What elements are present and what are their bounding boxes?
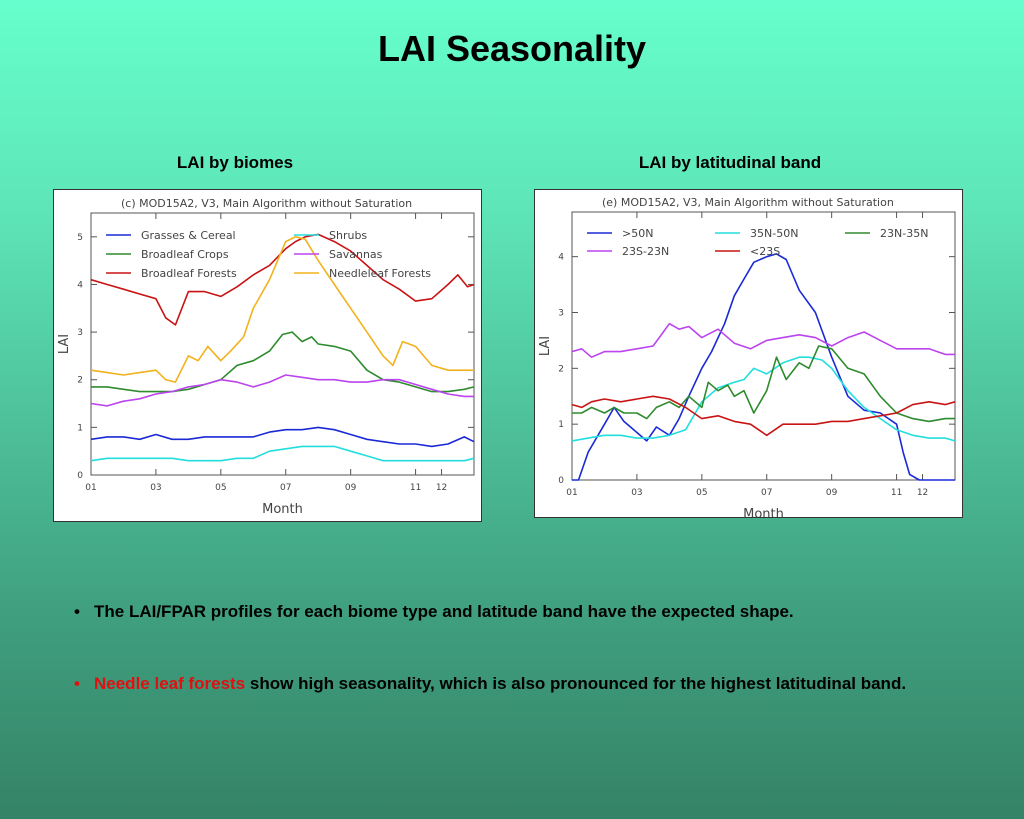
legend-label: Savannas (329, 248, 383, 261)
series-line (571, 395, 956, 437)
y-axis-label: LAI (538, 336, 553, 356)
x-tick-label: 09 (345, 483, 357, 493)
legend-label: 23N-35N (880, 227, 928, 240)
chart-latitude-svg: (e) MOD15A2, V3, Main Algorithm without … (538, 196, 956, 517)
y-tick-label: 0 (77, 471, 83, 481)
chart-biomes: (c) MOD15A2, V3, Main Algorithm without … (53, 189, 482, 522)
y-tick-label: 3 (558, 309, 564, 319)
bullet-list: • The LAI/FPAR profiles for each biome t… (74, 600, 954, 695)
chart-title: (c) MOD15A2, V3, Main Algorithm without … (121, 197, 412, 210)
series-line (571, 322, 955, 358)
bullet-item: • Needle leaf forests show high seasonal… (74, 672, 954, 695)
series-line (90, 233, 475, 326)
x-tick-label: 01 (85, 483, 96, 493)
x-tick-label: 11 (410, 483, 421, 493)
y-tick-label: 3 (77, 328, 83, 338)
x-tick-label: 05 (215, 483, 226, 493)
y-tick-label: 0 (558, 476, 564, 486)
x-tick-label: 07 (280, 483, 291, 493)
legend-label: Shrubs (329, 229, 367, 242)
y-tick-label: 4 (558, 253, 564, 263)
x-tick-label: 12 (917, 488, 928, 498)
plot-frame (571, 211, 956, 481)
bullet-marker: • (74, 602, 80, 621)
series-line (571, 356, 956, 442)
y-tick-label: 2 (558, 364, 564, 374)
series-line (90, 235, 474, 383)
legend-label: 23S-23N (622, 245, 669, 258)
bullet-marker: • (74, 674, 80, 693)
bullet-item: • The LAI/FPAR profiles for each biome t… (74, 600, 954, 623)
bullet-text: show high seasonality, which is also pro… (245, 674, 907, 693)
chart-biomes-svg: (c) MOD15A2, V3, Main Algorithm without … (57, 197, 475, 517)
legend-label: Broadleaf Crops (141, 248, 229, 261)
chart-title: (e) MOD15A2, V3, Main Algorithm without … (602, 196, 894, 209)
bullet-highlight: Needle leaf forests (94, 674, 246, 693)
plot-frame (90, 212, 475, 476)
x-tick-label: 07 (761, 488, 772, 498)
panel-title-latitude: LAI by latitudinal band (638, 153, 822, 172)
y-tick-label: 2 (77, 376, 83, 386)
legend-label: >50N (622, 227, 653, 240)
series-line (91, 331, 475, 393)
y-tick-label: 1 (77, 423, 83, 433)
x-axis-label: Month (262, 502, 303, 517)
x-tick-label: 05 (696, 488, 707, 498)
panel-title-biomes: LAI by biomes (176, 153, 294, 172)
series-line (90, 426, 475, 448)
series-line (572, 253, 955, 481)
legend-label: Needleleaf Forests (329, 267, 431, 280)
x-tick-label: 03 (631, 488, 642, 498)
series-line (90, 374, 474, 407)
y-tick-label: 5 (77, 233, 83, 243)
bullet-text: The LAI/FPAR profiles for each biome typ… (94, 602, 794, 621)
x-tick-label: 01 (566, 488, 577, 498)
legend-label: Broadleaf Forests (141, 267, 237, 280)
chart-latitude: (e) MOD15A2, V3, Main Algorithm without … (534, 189, 963, 518)
slide-title: LAI Seasonality (377, 28, 647, 69)
y-tick-label: 1 (558, 420, 564, 430)
series-line (90, 445, 475, 462)
legend-label: 35N-50N (750, 227, 798, 240)
y-axis-label: LAI (57, 334, 72, 354)
x-axis-label: Month (743, 507, 784, 517)
x-tick-label: 12 (436, 483, 447, 493)
x-tick-label: 03 (150, 483, 161, 493)
series-line (572, 345, 955, 423)
legend-label: Grasses & Cereal (141, 229, 236, 242)
y-tick-label: 4 (77, 280, 83, 290)
x-tick-label: 09 (826, 488, 838, 498)
x-tick-label: 11 (891, 488, 902, 498)
legend-label: <23S (750, 245, 780, 258)
